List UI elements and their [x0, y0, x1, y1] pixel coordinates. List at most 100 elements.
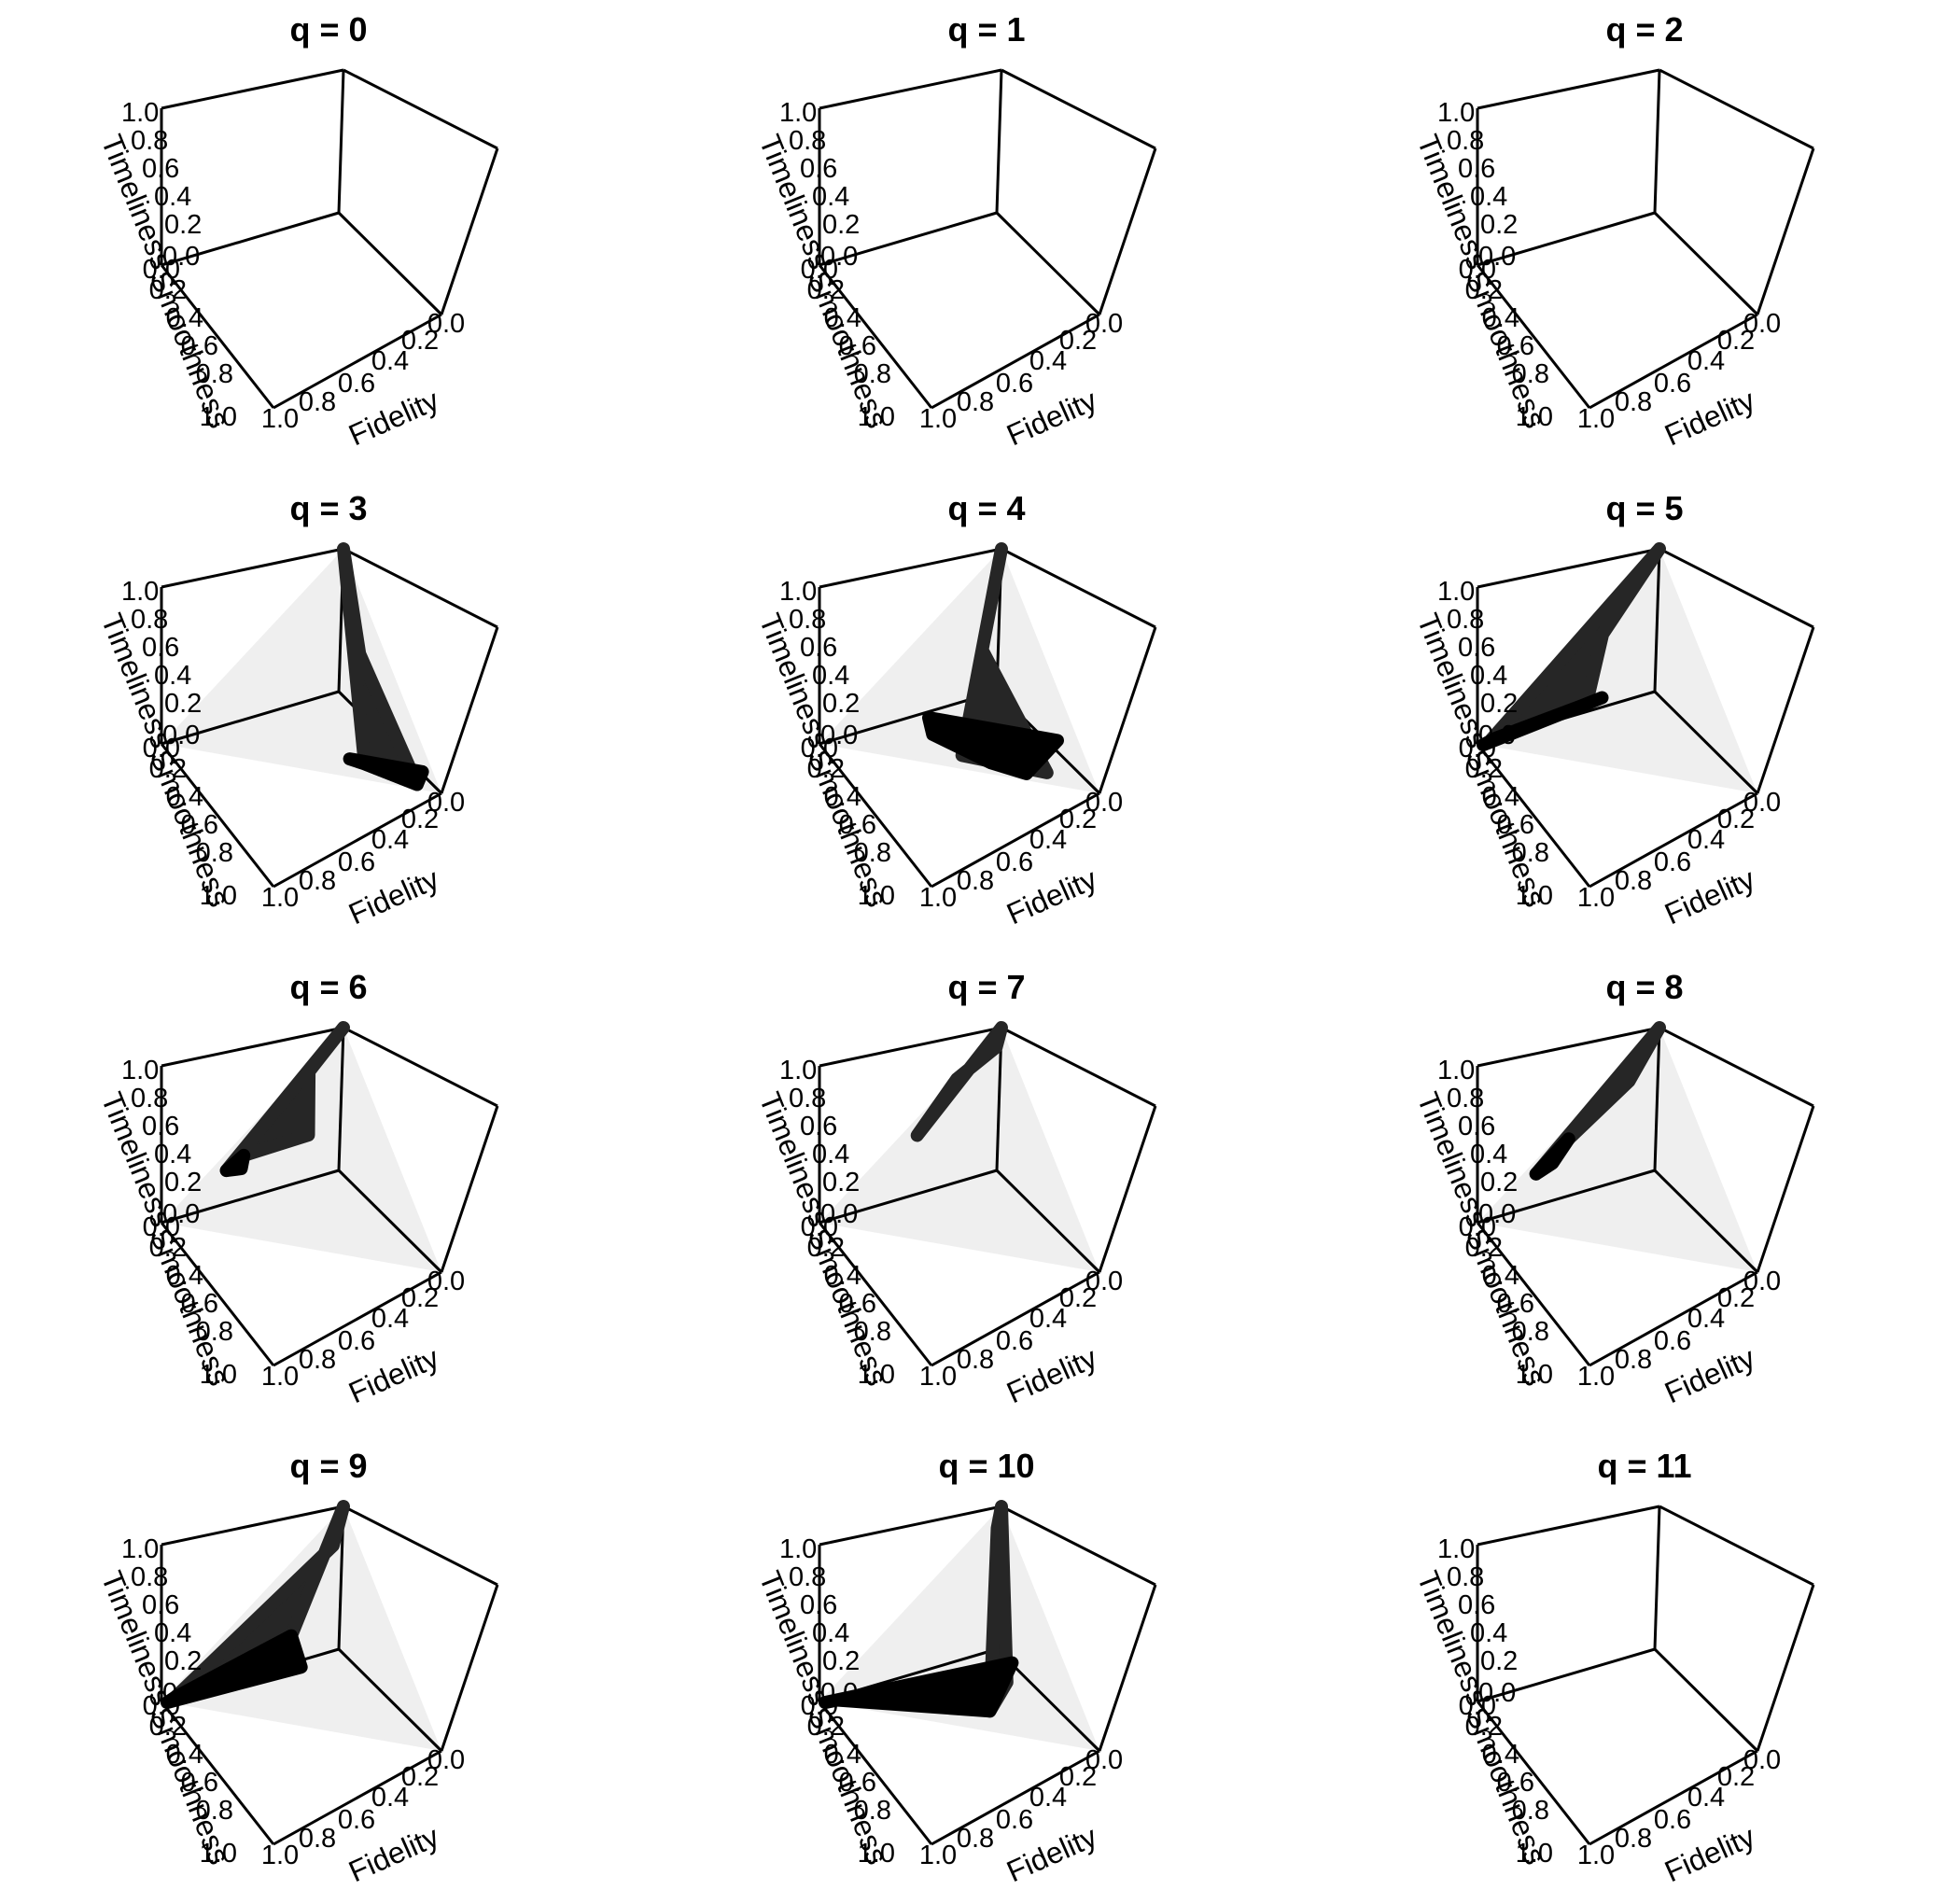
tick-label-timeliness: 0.2: [822, 1168, 860, 1197]
cube-edge: [161, 1169, 340, 1225]
tick-label-timeliness: 0.0: [162, 721, 200, 750]
tick-label-timeliness: 0.8: [789, 1084, 826, 1113]
tick-label-timeliness: 0.0: [820, 1199, 858, 1229]
cube-edge: [337, 1647, 443, 1753]
panel-title: q = 2: [1605, 10, 1683, 49]
tick-label-fidelity: 0.0: [1085, 309, 1123, 339]
tick-label-smoothness: 0.8: [196, 1796, 233, 1826]
tick-label-timeliness: 0.8: [1447, 1562, 1484, 1592]
panel-4: q = 41.00.80.60.40.20.00.00.20.40.60.81.…: [753, 489, 1157, 931]
tick-label-timeliness: 0.6: [1458, 1112, 1495, 1141]
tick-label-smoothness: 0.6: [181, 810, 218, 840]
cube-edge: [1477, 1505, 1660, 1547]
simplex-triangle: [1477, 549, 1757, 793]
tick-label-smoothness: 0.8: [1512, 1317, 1549, 1347]
tick-label-fidelity: 0.4: [371, 346, 409, 376]
tick-label-smoothness: 0.0: [143, 1212, 180, 1242]
cube-edge: [1589, 1749, 1758, 1846]
tick-label-timeliness: 0.6: [800, 1590, 837, 1620]
tick-label-timeliness: 0.6: [1458, 154, 1495, 184]
tick-label-fidelity: 0.0: [1743, 788, 1781, 818]
tick-label-timeliness: 0.0: [820, 721, 858, 750]
region-front: [219, 1148, 251, 1178]
tick-label-timeliness: 0.2: [1480, 1646, 1518, 1676]
tick-label-fidelity: 0.6: [1654, 1805, 1691, 1835]
tick-label-smoothness: 0.2: [807, 1712, 845, 1742]
cube-edge: [161, 547, 344, 589]
tick-label-timeliness: 0.4: [154, 1140, 191, 1169]
tick-label-smoothness: 1.0: [200, 1839, 237, 1869]
tick-label-timeliness: 0.6: [142, 633, 179, 663]
tick-label-fidelity: 0.8: [1615, 1345, 1652, 1375]
tick-label-timeliness: 1.0: [1437, 1534, 1475, 1564]
tick-label-smoothness: 0.2: [807, 754, 845, 784]
cube-edge: [819, 1026, 1002, 1068]
tick-label-fidelity: 0.0: [1085, 788, 1123, 818]
tick-label-fidelity: 0.8: [1615, 866, 1652, 896]
tick-label-fidelity: 0.6: [1654, 369, 1691, 399]
tick-label-timeliness: 0.2: [164, 210, 202, 240]
tick-label-timeliness: 0.2: [1480, 1168, 1518, 1197]
tick-label-timeliness: 0.6: [142, 1112, 179, 1141]
axis-label-smoothness: Smoothness: [144, 745, 237, 911]
tick-label-smoothness: 0.4: [166, 303, 203, 333]
panel-title: q = 0: [289, 10, 367, 49]
tick-label-smoothness: 1.0: [858, 881, 895, 911]
tick-label-fidelity: 0.8: [1615, 387, 1652, 417]
tick-label-fidelity: 1.0: [261, 1841, 299, 1870]
tick-label-smoothness: 0.4: [824, 1740, 861, 1770]
axis-label-smoothness: Smoothness: [802, 1702, 895, 1869]
tick-label-fidelity: 1.0: [1577, 404, 1615, 434]
tick-label-timeliness: 1.0: [779, 577, 817, 607]
tick-label-timeliness: 1.0: [1437, 577, 1475, 607]
cube-edge: [161, 68, 344, 110]
region-back: [910, 1021, 1008, 1142]
cube-edge: [161, 1505, 344, 1547]
cube-edge: [1659, 1505, 1814, 1587]
cube-edge: [160, 264, 275, 409]
tick-label-smoothness: 1.0: [858, 1360, 895, 1390]
cube-edge: [343, 1505, 498, 1587]
cube-edge: [343, 1026, 498, 1108]
cube-edge: [1476, 1222, 1591, 1366]
cube-edge: [1477, 1026, 1660, 1068]
tick-label-timeliness: 1.0: [121, 1056, 159, 1085]
tick-label-smoothness: 0.0: [801, 734, 838, 763]
cube-edge: [273, 1270, 442, 1367]
axis-label-smoothness: Smoothness: [144, 266, 237, 432]
tick-label-smoothness: 0.8: [1512, 838, 1549, 868]
tick-label-smoothness: 0.4: [1482, 303, 1519, 333]
cube-edge: [440, 1584, 499, 1752]
cube-edge: [1756, 147, 1815, 315]
tick-label-timeliness: 0.6: [800, 154, 837, 184]
cube-edge: [818, 264, 933, 409]
panel-title: q = 10: [938, 1447, 1034, 1485]
tick-label-fidelity: 0.4: [371, 825, 409, 855]
tick-label-timeliness: 0.8: [131, 1562, 168, 1592]
tick-label-smoothness: 0.4: [166, 782, 203, 812]
panel-7: q = 71.00.80.60.40.20.00.00.20.40.60.81.…: [753, 968, 1157, 1409]
tick-label-smoothness: 0.6: [839, 810, 876, 840]
tick-label-timeliness: 0.4: [812, 1140, 849, 1169]
tick-label-fidelity: 1.0: [261, 883, 299, 913]
panel-title: q = 8: [1605, 968, 1683, 1006]
tick-label-smoothness: 0.2: [1465, 1712, 1503, 1742]
tick-label-timeliness: 0.4: [1470, 182, 1507, 212]
region-back: [219, 1021, 350, 1178]
tick-label-smoothness: 0.6: [1497, 1289, 1534, 1319]
tick-label-timeliness: 0.0: [1478, 242, 1516, 272]
cube-edge: [160, 743, 275, 888]
cube-edge: [819, 547, 1002, 589]
tick-label-fidelity: 0.6: [996, 1326, 1033, 1356]
tick-label-fidelity: 0.4: [1687, 1304, 1725, 1334]
cube-edge: [440, 147, 499, 315]
cube-edge: [818, 743, 933, 888]
tick-label-timeliness: 0.8: [131, 605, 168, 635]
cube-edge: [1653, 211, 1759, 316]
tick-label-smoothness: 0.8: [854, 1317, 891, 1347]
cube-edge: [1476, 1701, 1591, 1845]
cube-edge: [1001, 1026, 1156, 1108]
tick-label-fidelity: 0.0: [427, 1267, 465, 1296]
region-back: [955, 542, 1054, 779]
tick-label-smoothness: 0.4: [824, 303, 861, 333]
